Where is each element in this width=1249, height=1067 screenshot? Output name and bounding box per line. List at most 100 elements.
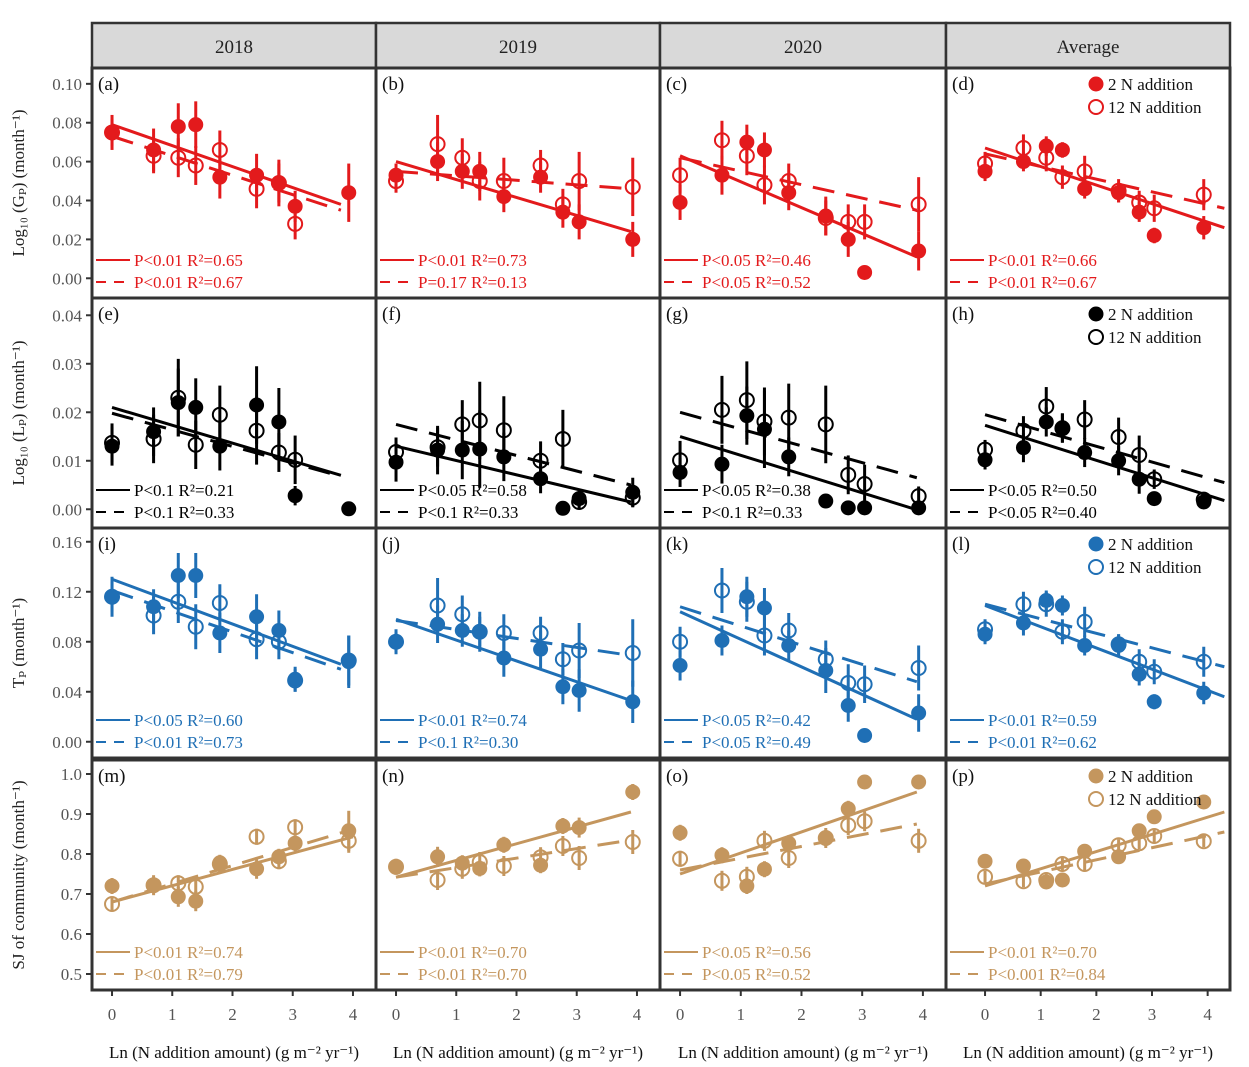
x-tick-label: 1	[452, 1005, 461, 1024]
fit-line-12n	[395, 838, 632, 879]
x-axis-0: 0 1 2 3 4 Ln (N addition amount) (g m⁻² yr⁻¹)	[108, 990, 359, 1062]
panel-letter: (c)	[666, 74, 687, 95]
data-point-2n	[672, 658, 688, 673]
data-point-2n	[170, 568, 186, 583]
data-point-2n	[739, 589, 755, 605]
legend-marker-open	[1088, 329, 1104, 345]
data-point-2n	[1111, 638, 1127, 653]
y-tick-label: 0.7	[61, 885, 83, 904]
legend-label-12n: 12 N addition	[1108, 558, 1202, 577]
data-point-2n	[249, 167, 265, 183]
y-axis-label: SJ of community (month⁻¹)	[9, 780, 28, 969]
y-tick-label: 0.16	[52, 533, 82, 552]
panel-i: (i) P<0.05 R²=0.60 P<0.01 R²=0.73	[90, 526, 378, 760]
x-tick-label: 2	[228, 1005, 237, 1024]
data-point-12n	[910, 660, 927, 676]
panel-m: (m) P<0.01 R²=0.74 P<0.01 R²=0.79	[90, 758, 378, 992]
data-point-12n	[856, 813, 873, 830]
data-point-2n	[1054, 872, 1070, 888]
y-tick-label: 0.8	[61, 845, 82, 864]
column-header-2020: 2020	[658, 21, 948, 70]
y-axis-row-1: 0.00 0.01 0.02 0.03 0.04 Log₁₀ (Lₚ) (month⁻¹)	[9, 306, 92, 519]
panel-d: (d) P<0.01 R²=0.66 P<0.01 R²=0.67 2 N addit…	[944, 66, 1232, 300]
legend-label-2n: 2 N addition	[1108, 535, 1193, 554]
legend-label-12n: 12 N addition	[1108, 790, 1202, 809]
panel-letter: (e)	[98, 304, 119, 325]
data-point-2n	[1196, 685, 1212, 701]
data-point-2n	[1077, 181, 1093, 197]
column-header-label: 2018	[215, 37, 253, 58]
panel-letter: (n)	[382, 766, 404, 787]
data-point-2n	[555, 500, 571, 516]
panel-frame	[944, 758, 1232, 992]
y-tick-label: 0.08	[52, 114, 82, 133]
data-point-12n	[287, 819, 304, 836]
x-tick-label: 2	[1092, 1005, 1101, 1024]
data-point-12n	[1131, 446, 1148, 463]
fit-stat-label: P<0.01 R²=0.59	[988, 711, 1097, 730]
data-point-2n	[188, 117, 204, 133]
data-point-12n	[1146, 663, 1163, 680]
data-point-2n	[533, 641, 549, 657]
data-point-2n	[625, 694, 641, 710]
fit-line-2n	[111, 405, 342, 477]
data-point-12n	[1054, 169, 1071, 186]
fit-stat-label: P<0.01 R²=0.62	[988, 733, 1097, 752]
data-point-12n	[211, 595, 228, 611]
fit-stat-label: P<0.1 R²=0.33	[418, 503, 518, 522]
legend-marker-filled	[1088, 768, 1104, 784]
data-point-2n	[212, 438, 228, 454]
data-point-12n	[554, 651, 571, 668]
x-tick-label: 1	[1036, 1005, 1045, 1024]
fit-line-2n	[111, 123, 342, 206]
data-point-2n	[212, 169, 228, 185]
data-point-2n	[188, 893, 204, 909]
data-point-2n	[756, 142, 772, 158]
y-tick-label: 0.00	[52, 269, 82, 288]
fit-stat-label: P<0.1 R²=0.33	[134, 503, 234, 522]
data-point-12n	[756, 832, 773, 849]
data-point-2n	[341, 823, 357, 839]
column-header-label: 2020	[784, 37, 822, 58]
data-point-2n	[977, 163, 993, 179]
data-point-2n	[911, 243, 927, 259]
legend-marker-open	[1088, 559, 1104, 575]
data-point-2n	[1196, 794, 1212, 810]
panel-k: (k) P<0.05 R²=0.42 P<0.05 R²=0.49	[658, 526, 948, 760]
data-point-2n	[212, 625, 228, 641]
data-point-2n	[756, 421, 772, 437]
data-point-2n	[104, 589, 120, 605]
data-point-12n	[1146, 471, 1163, 488]
data-point-2n	[146, 599, 162, 615]
data-point-2n	[249, 609, 265, 625]
data-point-2n	[857, 728, 873, 743]
legend-marker-filled	[1088, 306, 1104, 322]
fit-stat-label: P<0.05 R²=0.52	[702, 965, 811, 984]
data-point-2n	[188, 399, 204, 415]
panel-p: (p) P<0.01 R²=0.70 P<0.001 R²=0.84 2 N addi…	[944, 758, 1232, 992]
data-point-2n	[911, 774, 927, 790]
column-header-average: Average	[944, 21, 1232, 70]
y-tick-label: 0.02	[52, 403, 82, 422]
data-point-2n	[454, 623, 470, 638]
data-point-2n	[911, 500, 927, 516]
fit-stat-label: P<0.1 R²=0.21	[134, 481, 234, 500]
data-point-12n	[1076, 163, 1093, 180]
fit-stat-label: P<0.05 R²=0.56	[702, 943, 811, 962]
panel-frame	[90, 66, 378, 300]
data-point-12n	[713, 401, 730, 418]
x-tick-label: 3	[858, 1005, 867, 1024]
data-point-2n	[496, 837, 512, 853]
data-point-12n	[187, 618, 204, 635]
legend-label-12n: 12 N addition	[1108, 328, 1202, 347]
panel-letter: (f)	[382, 304, 401, 325]
fit-line-2n	[395, 810, 632, 879]
fit-line-2n	[679, 610, 918, 721]
data-point-12n	[1076, 613, 1093, 630]
data-point-2n	[555, 204, 571, 220]
panel-grid: 0.00 0.02 0.04 0.06 0.08 0.10 Log₁₀ (Gₚ) (mont…	[9, 66, 1232, 992]
data-point-2n	[1146, 228, 1162, 243]
fit-stat-label: P<0.05 R²=0.50	[988, 481, 1097, 500]
data-point-12n	[840, 466, 857, 483]
